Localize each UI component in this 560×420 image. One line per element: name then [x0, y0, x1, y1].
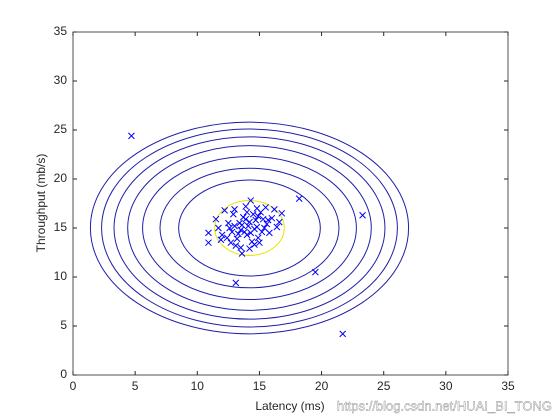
point [339, 330, 347, 338]
point [231, 222, 238, 230]
x-tick-label: 25 [377, 379, 391, 393]
point [223, 234, 231, 242]
point [215, 224, 222, 232]
point [238, 221, 246, 229]
point [270, 206, 278, 213]
y-tick-label: 25 [54, 122, 68, 136]
point [262, 204, 269, 211]
point [253, 205, 261, 212]
point [228, 228, 236, 236]
y-tick-label: 15 [54, 220, 68, 234]
point [251, 241, 258, 249]
y-tick-label: 20 [54, 171, 68, 185]
watermark: https://blog.csdn.net/HUAI_BI_TONG [337, 398, 552, 413]
point [237, 226, 245, 234]
point [359, 211, 366, 219]
point [232, 242, 240, 249]
point [218, 231, 226, 239]
point [205, 229, 212, 237]
point [246, 245, 253, 252]
y-tick-label: 35 [54, 24, 68, 38]
point [252, 216, 260, 224]
point [217, 236, 225, 244]
x-axis-label: Latency (ms) [255, 399, 324, 413]
point [232, 279, 240, 287]
point [247, 229, 255, 237]
point [205, 239, 212, 247]
point [229, 210, 237, 218]
point [227, 239, 235, 247]
point [295, 195, 303, 202]
contour [214, 200, 285, 256]
point [238, 250, 246, 257]
point [273, 223, 281, 231]
point [263, 220, 271, 228]
point [312, 268, 319, 276]
point [244, 222, 252, 230]
x-tick-label: 0 [70, 379, 77, 393]
point [226, 224, 233, 232]
point [241, 228, 248, 236]
y-tick-label: 10 [54, 269, 68, 283]
point [261, 224, 268, 232]
contour [89, 121, 410, 335]
point [234, 230, 242, 238]
x-tick-label: 35 [501, 379, 515, 393]
y-tick-label: 30 [54, 73, 68, 87]
x-tick-label: 5 [132, 379, 139, 393]
contour [127, 145, 372, 311]
contour [113, 136, 386, 320]
point [243, 208, 251, 216]
x-tick-label: 10 [191, 379, 205, 393]
plot-area [72, 31, 509, 376]
x-tick-label: 15 [253, 379, 267, 393]
point [256, 239, 263, 247]
point [221, 207, 228, 214]
point [278, 209, 286, 217]
point [231, 206, 238, 213]
point [242, 203, 250, 210]
x-tick-label: 20 [315, 379, 329, 393]
point [242, 215, 250, 223]
point [128, 132, 135, 140]
point [275, 218, 283, 226]
point [233, 235, 241, 243]
y-tick-label: 5 [60, 318, 67, 332]
point [258, 228, 266, 236]
point [254, 234, 262, 242]
x-tick-label: 30 [439, 379, 453, 393]
contour [142, 155, 357, 301]
point [212, 215, 220, 223]
point [237, 244, 245, 251]
point [247, 197, 255, 204]
point [268, 214, 276, 222]
contour [101, 128, 398, 328]
contour [178, 179, 321, 277]
point [254, 212, 262, 220]
point [225, 219, 232, 227]
point [249, 210, 257, 218]
y-axis-label: Throughput (mb/s) [34, 154, 48, 253]
y-tick-label: 0 [60, 367, 67, 381]
point [246, 218, 253, 226]
contour [159, 167, 340, 289]
point [264, 216, 272, 224]
